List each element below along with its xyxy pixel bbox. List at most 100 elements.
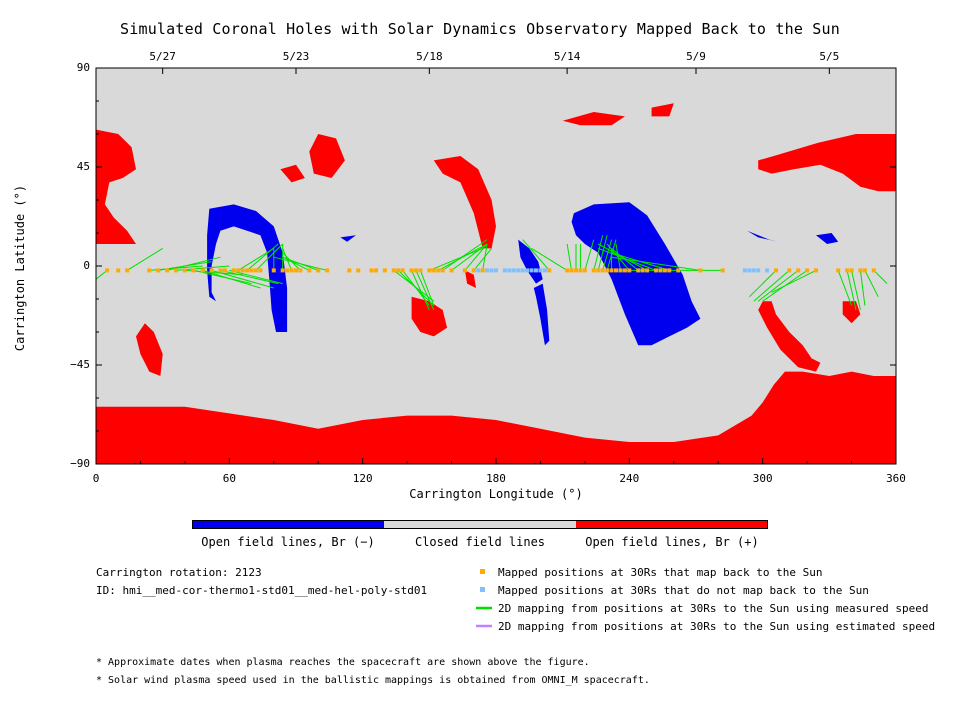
coronal-hole-positive-18 <box>464 270 476 288</box>
point-sun-33 <box>382 268 387 273</box>
point-no-sun-0 <box>476 268 481 273</box>
colorbar-closed <box>384 521 576 528</box>
legend-mark-0 <box>480 569 485 574</box>
y-tick-label: −45 <box>70 358 90 371</box>
x-tick-label: 240 <box>619 472 640 485</box>
coronal-hole-positive-12 <box>758 301 821 372</box>
x-tick-label: 0 <box>92 472 100 485</box>
point-sun-18 <box>254 268 258 273</box>
mapping-line-10 <box>220 269 279 285</box>
mapping-line-47 <box>606 243 630 271</box>
colorbar-negative <box>193 521 385 528</box>
point-sun-78 <box>836 268 841 273</box>
point-sun-4 <box>156 268 161 273</box>
mapping-line-27 <box>419 270 435 306</box>
coronal-hole-positive-9 <box>758 134 896 192</box>
mapping-line-61 <box>851 270 861 311</box>
mapping-line-62 <box>859 270 866 306</box>
point-sun-70 <box>676 268 681 273</box>
point-sun-76 <box>805 268 810 273</box>
point-sun-82 <box>862 268 867 273</box>
point-sun-1 <box>116 268 121 273</box>
point-sun-23 <box>289 268 294 273</box>
mapping-line-33 <box>473 248 492 271</box>
point-no-sun-7 <box>516 268 521 273</box>
coronal-hole-negative-5 <box>340 235 356 242</box>
coronal-hole-positive-8 <box>96 129 136 244</box>
mapping-line-11 <box>229 269 283 285</box>
point-sun-41 <box>431 268 436 273</box>
point-sun-32 <box>374 268 378 273</box>
point-sun-11 <box>218 268 223 273</box>
point-no-sun-15 <box>747 268 752 273</box>
point-sun-74 <box>787 268 792 273</box>
colorbar <box>192 520 768 529</box>
point-sun-36 <box>400 268 405 273</box>
point-sun-9 <box>200 268 205 273</box>
point-sun-44 <box>449 268 454 273</box>
mapping-line-59 <box>837 270 853 306</box>
mapping-line-40 <box>584 239 595 271</box>
coronal-hole-positive-14 <box>136 323 163 376</box>
point-sun-79 <box>845 268 850 273</box>
legend-item-no-sun: Mapped positions at 30Rs that do not map… <box>498 584 869 597</box>
legend-item-measured: 2D mapping from positions at 30Rs to the… <box>498 602 929 615</box>
point-sun-46 <box>471 268 476 273</box>
y-tick-label: 0 <box>83 259 90 272</box>
point-sun-73 <box>774 268 778 273</box>
top-date-label: 5/23 <box>282 50 310 63</box>
mapping-line-25 <box>411 270 430 311</box>
mapping-line-52 <box>611 256 701 271</box>
point-no-sun-17 <box>756 268 761 273</box>
point-sun-80 <box>849 268 854 273</box>
point-sun-49 <box>565 268 570 273</box>
coronal-hole-negative-0 <box>571 202 701 346</box>
top-date-label: 5/18 <box>416 50 443 63</box>
point-no-sun-14 <box>742 268 747 273</box>
carrington-rotation: Carrington rotation: 2123 <box>96 566 262 579</box>
point-sun-52 <box>578 268 583 273</box>
mapping-line-56 <box>757 270 799 302</box>
mapping-line-30 <box>442 239 488 271</box>
x-tick-label: 360 <box>886 472 906 485</box>
point-sun-15 <box>240 268 245 273</box>
note-speed: * Solar wind plasma speed used in the ba… <box>96 675 650 686</box>
y-tick-label: 45 <box>76 160 90 173</box>
colorbar-label-positive: Open field lines, Br (+) <box>585 535 759 549</box>
mapping-line-63 <box>864 270 879 298</box>
mapping-line-54 <box>748 270 777 298</box>
point-sun-34 <box>391 268 396 273</box>
point-no-sun-8 <box>520 268 525 273</box>
y-tick-label: −90 <box>70 457 90 470</box>
point-sun-59 <box>614 268 618 273</box>
top-date-label: 5/9 <box>686 50 706 63</box>
point-sun-16 <box>245 268 250 273</box>
point-no-sun-18 <box>765 268 770 273</box>
point-sun-29 <box>347 268 352 273</box>
point-sun-62 <box>627 268 632 273</box>
top-date-label: 5/27 <box>149 50 176 63</box>
point-no-sun-9 <box>525 268 530 273</box>
point-sun-65 <box>645 268 650 273</box>
mapping-line-19 <box>282 256 310 271</box>
point-sun-0 <box>105 268 110 273</box>
point-sun-17 <box>249 268 254 273</box>
mapping-line-31 <box>451 243 488 271</box>
mapping-line-4 <box>166 256 221 271</box>
top-date-label: 5/5 <box>819 50 840 63</box>
coronal-hole-positive-17 <box>651 103 674 117</box>
coronal-hole-positive-15 <box>309 134 345 178</box>
point-sun-55 <box>596 268 601 273</box>
point-sun-22 <box>285 268 290 273</box>
point-sun-13 <box>231 268 236 273</box>
point-sun-19 <box>258 268 263 273</box>
point-sun-83 <box>871 268 876 273</box>
point-no-sun-10 <box>529 268 534 273</box>
point-sun-43 <box>440 268 445 273</box>
point-no-sun-1 <box>485 268 490 273</box>
point-no-sun-16 <box>751 268 756 273</box>
coronal-hole-positive-13 <box>842 301 861 324</box>
mapping-line-1 <box>126 247 163 271</box>
point-no-sun-3 <box>494 268 498 273</box>
chart-title: Simulated Coronal Holes with Solar Dynam… <box>120 20 840 38</box>
